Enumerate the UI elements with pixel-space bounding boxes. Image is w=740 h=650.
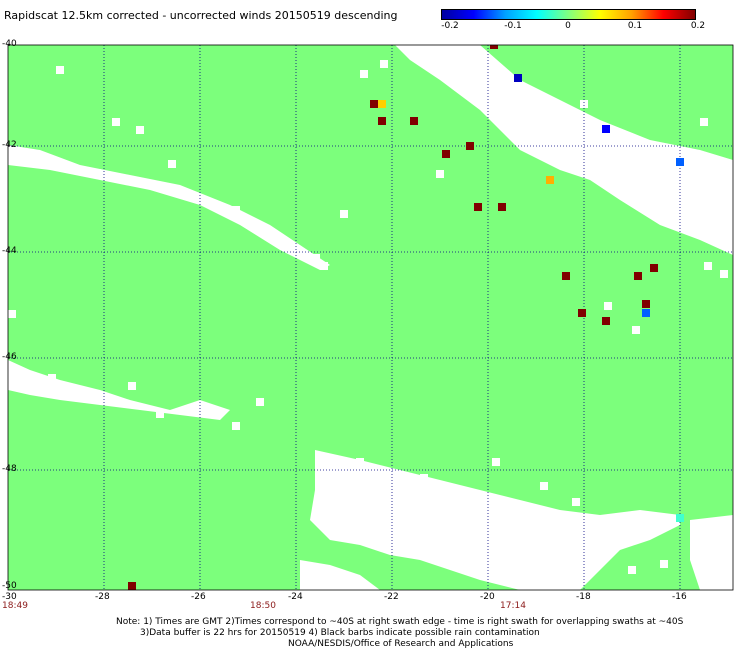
marker-dark-red [410, 117, 418, 125]
marker-orange [546, 176, 554, 184]
colorbar-label-neg02: -0.2 [441, 21, 459, 31]
marker-dark-red [442, 150, 450, 158]
marker-dark-red [634, 272, 642, 280]
lon-label-28: -28 [95, 592, 110, 602]
marker-dark-red [562, 272, 570, 280]
marker-dark-red [602, 317, 610, 325]
lat-label-42: -42 [2, 140, 17, 150]
colorbar-label-zero: 0 [565, 21, 571, 31]
marker-dark-red [490, 45, 498, 49]
marker-cyan [676, 514, 684, 522]
map-grid [8, 45, 733, 590]
swath-time-2: 18:50 [250, 601, 276, 611]
lon-label-24: -24 [288, 592, 303, 602]
lat-label-44: -44 [2, 246, 17, 256]
no-data-regions [8, 45, 733, 590]
marker-dark-red [498, 203, 506, 211]
lat-label-48: -48 [2, 464, 17, 474]
note-line-3: NOAA/NESDIS/Office of Research and Appli… [288, 639, 514, 649]
lon-label-18: -18 [576, 592, 591, 602]
colorbar-label-pos02: 0.2 [690, 21, 706, 31]
marker-blue [602, 125, 610, 133]
note-line-1: Note: 1) Times are GMT 2)Times correspon… [116, 617, 684, 627]
marker-yellow [378, 100, 386, 108]
marker-dark-red [578, 309, 586, 317]
marker-dark-red [378, 117, 386, 125]
no-data-left-streak [8, 145, 330, 270]
lon-label-20: -20 [480, 592, 495, 602]
no-data-right-strip [690, 515, 733, 590]
lon-label-26: -26 [191, 592, 206, 602]
lon-label-22: -22 [384, 592, 399, 602]
note-line-2: 3)Data buffer is 22 hrs for 20150519 4) … [140, 628, 540, 638]
lat-label-50: -50 [2, 581, 17, 591]
marker-dark-red [466, 142, 474, 150]
lat-label-46: -46 [2, 352, 17, 362]
marker-dark-red [474, 203, 482, 211]
colorbar-label-neg01: -0.1 [504, 21, 522, 31]
no-data-lower-right [310, 450, 680, 590]
no-data-scatter [8, 60, 728, 574]
marker-dark-red [642, 300, 650, 308]
no-data-lower-left [8, 360, 230, 420]
swath-time-1: 18:49 [2, 601, 28, 611]
lat-label-40: -40 [2, 39, 17, 49]
lon-label-30: -30 [2, 592, 17, 602]
colorbar-label-pos01: 0.1 [627, 21, 643, 31]
marker-blue [642, 309, 650, 317]
difference-markers [128, 45, 684, 590]
map-border [7, 44, 734, 591]
marker-dark-red [650, 264, 658, 272]
colorbar [441, 9, 696, 20]
marker-dark-red [370, 100, 378, 108]
map-title: Rapidscat 12.5km corrected - uncorrected… [4, 9, 398, 22]
marker-dark-red [128, 582, 136, 590]
marker-dark-blue [514, 74, 522, 82]
lon-label-16: -16 [672, 592, 687, 602]
no-data-bottom-strip [300, 560, 380, 590]
swath-time-3: 17:14 [500, 601, 526, 611]
marker-blue [676, 158, 684, 166]
no-data-top-band [395, 45, 733, 255]
